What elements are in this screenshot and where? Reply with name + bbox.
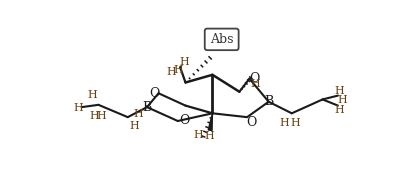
Text: H: H [96, 111, 106, 121]
Text: B: B [264, 95, 273, 108]
Text: H: H [279, 118, 289, 128]
Text: H: H [335, 86, 344, 96]
Polygon shape [208, 113, 213, 131]
Text: H: H [338, 95, 347, 105]
Text: O: O [250, 72, 260, 85]
Text: H: H [179, 57, 189, 67]
Text: Abs: Abs [210, 33, 234, 46]
Text: H: H [90, 111, 100, 121]
Text: B: B [142, 101, 152, 114]
Text: H: H [194, 130, 203, 140]
Text: H: H [74, 103, 83, 113]
Text: H: H [205, 131, 214, 141]
Text: H: H [88, 90, 97, 100]
Text: H: H [250, 79, 259, 89]
Text: H: H [167, 67, 176, 77]
Text: H: H [134, 109, 143, 119]
Text: O: O [179, 114, 189, 128]
Text: H: H [291, 118, 300, 128]
Text: H: H [130, 121, 140, 131]
FancyBboxPatch shape [205, 29, 239, 50]
Text: O: O [246, 116, 256, 129]
Text: H: H [173, 65, 183, 75]
Text: O: O [150, 87, 160, 100]
Text: H: H [335, 105, 344, 115]
